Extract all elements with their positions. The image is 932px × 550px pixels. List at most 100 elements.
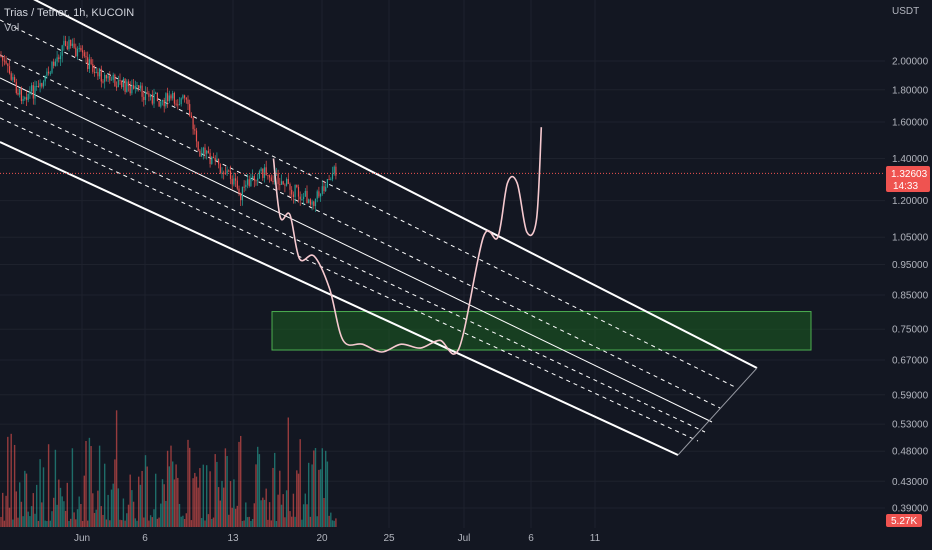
candle-body: [19, 88, 21, 95]
projection-path[interactable]: [272, 127, 543, 355]
candle-body: [297, 187, 300, 197]
candle-body: [160, 101, 162, 107]
volume-bar: [219, 500, 221, 527]
candle-body: [150, 94, 152, 97]
volume-bar: [46, 520, 48, 527]
volume-bar: [226, 456, 228, 527]
candle-body: [250, 177, 252, 186]
candle-body: [253, 176, 255, 181]
volume-bar: [333, 520, 335, 527]
candle-body: [44, 75, 46, 82]
volume-bar: [263, 499, 266, 527]
candle-body: [163, 99, 165, 107]
volume-bar: [13, 444, 16, 527]
volume-bar: [155, 473, 157, 527]
volume-bar: [5, 495, 7, 527]
volume-bar: [236, 505, 238, 527]
volume-bar: [34, 513, 36, 527]
candle-body: [240, 192, 242, 201]
time-axis[interactable]: Jun 6 13 20 25 Jul 6 11: [74, 533, 601, 544]
volume-bar: [7, 436, 9, 527]
channel-end-line: [677, 367, 758, 456]
candle-body: [104, 74, 106, 82]
volume-bar: [8, 507, 11, 527]
y-tick-label: 1.80000: [892, 85, 929, 96]
candle-body: [316, 191, 318, 199]
volume-bar: [131, 490, 133, 527]
candle-body: [277, 173, 279, 185]
volume-bar: [59, 487, 62, 527]
volume-bar: [214, 454, 216, 527]
volume-bar: [248, 516, 250, 527]
candle-body: [279, 184, 281, 186]
y-tick-label: 0.67000: [892, 356, 929, 367]
candle-body: [75, 47, 77, 57]
volume-bar: [109, 520, 111, 527]
y-tick-label: 0.95000: [892, 260, 929, 271]
candle-body: [61, 45, 63, 56]
channel-lower-line[interactable]: [0, 141, 679, 456]
channel-median-line[interactable]: [0, 77, 713, 423]
candle-body: [165, 93, 167, 107]
volume-bar: [267, 519, 269, 527]
candle-body: [48, 71, 50, 74]
candle-body: [56, 57, 58, 62]
candle-body: [49, 72, 51, 74]
candle-body: [15, 82, 17, 93]
projection-curve[interactable]: [272, 127, 543, 355]
candle-body: [173, 93, 175, 104]
candle-body: [87, 57, 89, 69]
volume-bar: [95, 509, 97, 527]
x-tick-label: 20: [316, 533, 328, 544]
volume-bar: [156, 518, 159, 527]
volume-bar: [104, 463, 106, 527]
volume-bar: [64, 510, 67, 527]
volume-label[interactable]: Vol: [4, 22, 20, 34]
candle-body: [216, 159, 218, 161]
symbol-title[interactable]: Trias / Tether, 1h, KUCOIN: [4, 7, 135, 19]
volume-bar: [311, 464, 313, 527]
candle-body: [292, 194, 294, 197]
candle-body: [270, 177, 272, 181]
candle-body: [7, 63, 9, 67]
volume-bar: [262, 497, 264, 527]
candle-body: [12, 77, 14, 80]
x-tick-label: 13: [227, 533, 239, 544]
volume-bar: [148, 520, 150, 527]
candle-body: [248, 179, 250, 186]
candle-body: [320, 193, 322, 197]
volume-bar: [2, 492, 4, 527]
candle-body: [231, 178, 233, 185]
candle-body: [199, 150, 201, 157]
channel-lower-mid-line[interactable]: [0, 117, 699, 442]
channel-inner-lower-line[interactable]: [0, 99, 706, 433]
price-axis[interactable]: USDT 2.00000 1.80000 1.60000 1.40000 1.20000…: [892, 6, 929, 515]
channel-inner-upper-line[interactable]: [0, 54, 721, 409]
candle-body: [121, 80, 123, 88]
volume-bar: [180, 516, 182, 527]
candle-body: [209, 152, 211, 165]
candle-body: [211, 156, 213, 165]
candle-body: [70, 39, 72, 46]
candle-body: [325, 186, 327, 192]
volume-bar: [83, 475, 85, 527]
candle-body: [65, 40, 67, 46]
volume-bar: [81, 520, 84, 527]
volume-bar: [187, 439, 189, 527]
candle-body: [190, 115, 192, 118]
volume-bar: [331, 520, 334, 527]
candle-body: [31, 85, 33, 92]
volume-bar: [330, 512, 332, 527]
candle-body: [119, 80, 121, 82]
volume-bar: [221, 480, 223, 527]
candle-body: [110, 79, 113, 81]
candle-body: [335, 166, 337, 176]
volume-bar: [212, 517, 215, 527]
candle-body: [99, 68, 101, 77]
volume-bar: [119, 519, 121, 527]
x-tick-label: 11: [590, 533, 601, 544]
channel-upper-line[interactable]: [0, 0, 758, 369]
volume-bar: [284, 517, 286, 527]
